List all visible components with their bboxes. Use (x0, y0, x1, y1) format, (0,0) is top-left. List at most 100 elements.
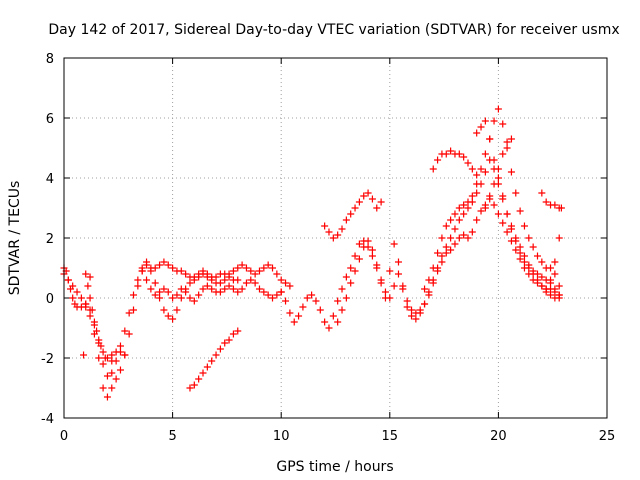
series-track-10 (334, 156, 563, 326)
data-point (547, 264, 555, 272)
data-point (86, 312, 94, 320)
data-point (177, 267, 185, 275)
data-point (147, 285, 155, 293)
x-tick-label: 20 (490, 429, 507, 444)
data-point (303, 294, 311, 302)
data-point (251, 270, 259, 278)
data-point (460, 210, 468, 218)
data-point (86, 273, 94, 281)
data-point (195, 375, 203, 383)
data-point (229, 267, 237, 275)
data-point (69, 294, 77, 302)
y-tick-label: 0 (46, 292, 54, 307)
data-point (112, 375, 120, 383)
data-point (447, 147, 455, 155)
data-point (555, 282, 563, 290)
data-point (273, 270, 281, 278)
data-point (412, 315, 420, 323)
data-point (108, 369, 116, 377)
data-point (490, 117, 498, 125)
data-point (551, 258, 559, 266)
data-point (455, 234, 463, 242)
data-point (412, 309, 420, 317)
y-axis-label: SDTVAR / TECUs (7, 181, 23, 296)
data-point (351, 267, 359, 275)
data-point (86, 294, 94, 302)
data-point (321, 318, 329, 326)
data-point (490, 201, 498, 209)
data-points (60, 105, 565, 401)
data-point (425, 276, 433, 284)
series-track-11 (421, 105, 563, 293)
data-point (503, 228, 511, 236)
series-track-12 (429, 147, 481, 179)
data-point (494, 105, 502, 113)
data-point (429, 165, 437, 173)
y-tick-label: 2 (46, 232, 54, 247)
data-point (125, 330, 133, 338)
data-point (216, 279, 224, 287)
series-track-4 (143, 258, 294, 323)
data-point (447, 234, 455, 242)
data-point (421, 300, 429, 308)
data-point (355, 240, 363, 248)
data-point (434, 249, 442, 257)
data-point (516, 243, 524, 251)
data-point (481, 204, 489, 212)
data-point (321, 222, 329, 230)
data-point (216, 345, 224, 353)
data-point (486, 135, 494, 143)
series-track-5 (138, 267, 285, 305)
data-point (173, 291, 181, 299)
data-point (73, 288, 81, 296)
data-point (494, 174, 502, 182)
data-point (364, 237, 372, 245)
data-point (295, 312, 303, 320)
data-point (460, 153, 468, 161)
data-point (490, 180, 498, 188)
data-point (342, 273, 350, 281)
data-point (177, 294, 185, 302)
data-point (260, 264, 268, 272)
y-tick-label: -2 (41, 352, 54, 367)
data-point (451, 225, 459, 233)
chart-title: Day 142 of 2017, Sidereal Day-to-day VTE… (48, 22, 619, 38)
data-point (481, 168, 489, 176)
data-point (473, 180, 481, 188)
data-point (169, 294, 177, 302)
data-point (169, 264, 177, 272)
data-point (255, 267, 263, 275)
data-point (277, 288, 285, 296)
data-point (190, 273, 198, 281)
data-point (368, 195, 376, 203)
data-point (368, 246, 376, 254)
data-point (160, 285, 168, 293)
data-point (225, 282, 233, 290)
data-point (334, 297, 342, 305)
data-point (512, 189, 520, 197)
data-point (329, 234, 337, 242)
data-point (90, 318, 98, 326)
data-point (286, 309, 294, 317)
data-point (429, 279, 437, 287)
data-point (516, 207, 524, 215)
data-point (312, 297, 320, 305)
data-point (156, 294, 164, 302)
data-point (88, 306, 96, 314)
data-point (438, 258, 446, 266)
data-point (164, 312, 172, 320)
data-point (503, 138, 511, 146)
data-point (316, 306, 324, 314)
x-axis-label: GPS time / hours (276, 459, 393, 475)
data-point (442, 222, 450, 230)
plot-frame (63, 57, 608, 419)
data-point (130, 291, 138, 299)
data-point (103, 372, 111, 380)
data-point (99, 348, 107, 356)
data-point (108, 351, 116, 359)
data-point (325, 324, 333, 332)
data-point (477, 165, 485, 173)
data-point (130, 306, 138, 314)
data-point (308, 291, 316, 299)
data-point (429, 264, 437, 272)
